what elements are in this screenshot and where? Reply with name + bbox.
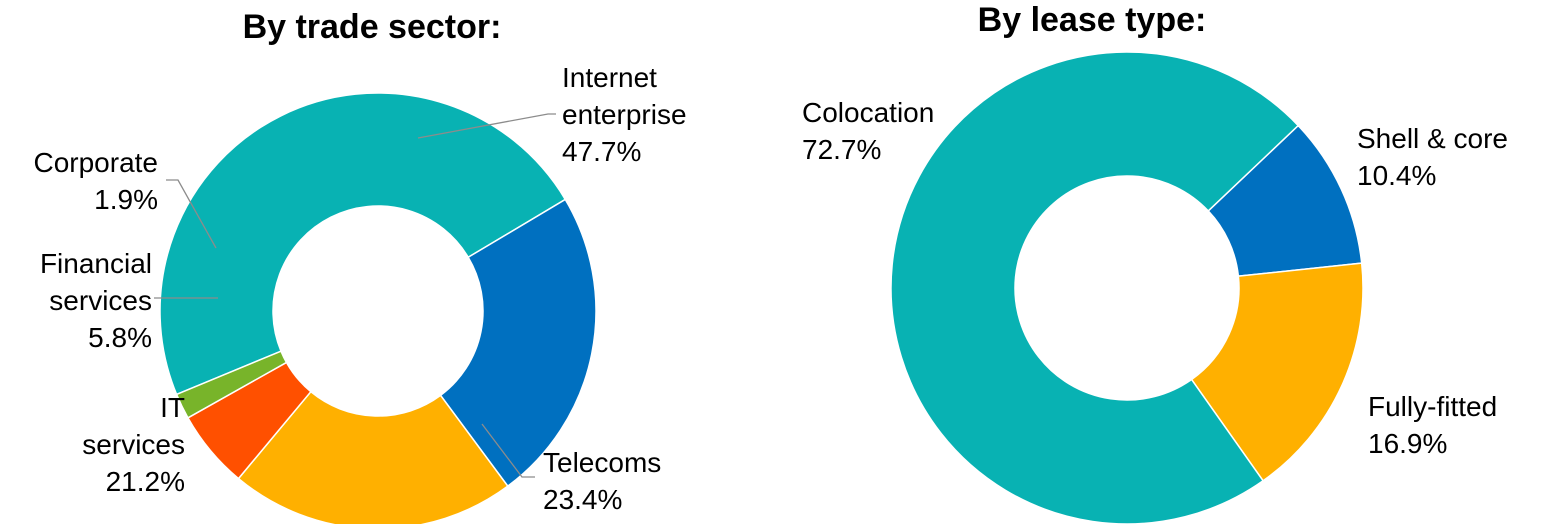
data-labels: Internet enterprise 47.7% Telecoms 23.4% IT se… — [33, 62, 686, 515]
data-label-fully-fitted: Fully-fitted 16.9% — [1368, 391, 1497, 459]
slice-colocation — [890, 51, 1300, 524]
data-label-name: Telecoms — [543, 447, 661, 478]
data-label-name: Shell & core — [1357, 123, 1508, 154]
data-label-name: Colocation — [802, 97, 934, 128]
chart-title-trade-sector: By trade sector: — [243, 8, 502, 46]
data-label-financial-services: Financial services 5.8% — [40, 248, 152, 353]
data-label-shell-and-core: Shell & core 10.4% — [1357, 123, 1508, 191]
data-label-name: Financial — [40, 248, 152, 279]
data-label-corporate: Corporate 1.9% — [33, 147, 158, 215]
slice-it-services — [237, 390, 509, 524]
leader-line-corporate — [166, 179, 217, 249]
data-label-name: Corporate — [33, 147, 158, 178]
data-label-value: 47.7% — [562, 136, 641, 167]
data-label-name: services — [82, 429, 185, 460]
data-label-name: services — [49, 285, 152, 316]
donut-chart-trade-sector: Internet enterprise 47.7% Telecoms 23.4% IT se… — [33, 62, 687, 524]
slice-fully-fitted — [1190, 262, 1364, 482]
data-label-telecoms: Telecoms 23.4% — [543, 447, 661, 515]
data-label-internet-enterprise: Internet enterprise 47.7% — [562, 62, 687, 167]
data-label-name: Internet — [562, 62, 657, 93]
data-label-colocation: Colocation 72.7% — [802, 97, 934, 165]
donut-chart-lease-type: Shell & core 10.4% Fully-fitted 16.9% Coloca… — [802, 51, 1508, 524]
leader-line-telecoms — [481, 423, 535, 478]
data-label-value: 23.4% — [543, 484, 622, 515]
data-label-it-services: IT services 21.2% — [82, 392, 185, 497]
data-label-value: 10.4% — [1357, 160, 1436, 191]
data-labels: Shell & core 10.4% Fully-fitted 16.9% Coloca… — [802, 97, 1508, 459]
slice-corporate — [175, 350, 288, 419]
data-label-name: Fully-fitted — [1368, 391, 1497, 422]
chart-title-lease-type: By lease type: — [978, 1, 1207, 39]
data-label-name: enterprise — [562, 99, 687, 130]
data-label-value: 5.8% — [88, 322, 152, 353]
slice-telecoms — [439, 198, 597, 488]
data-label-value: 21.2% — [106, 466, 185, 497]
data-label-value: 16.9% — [1368, 428, 1447, 459]
data-label-name: IT — [160, 392, 185, 423]
slice-internet-enterprise — [159, 92, 567, 396]
data-label-value: 72.7% — [802, 134, 881, 165]
slices — [159, 92, 597, 524]
leader-line-internet-enterprise — [417, 113, 556, 139]
slices — [890, 51, 1364, 524]
data-label-value: 1.9% — [94, 184, 158, 215]
